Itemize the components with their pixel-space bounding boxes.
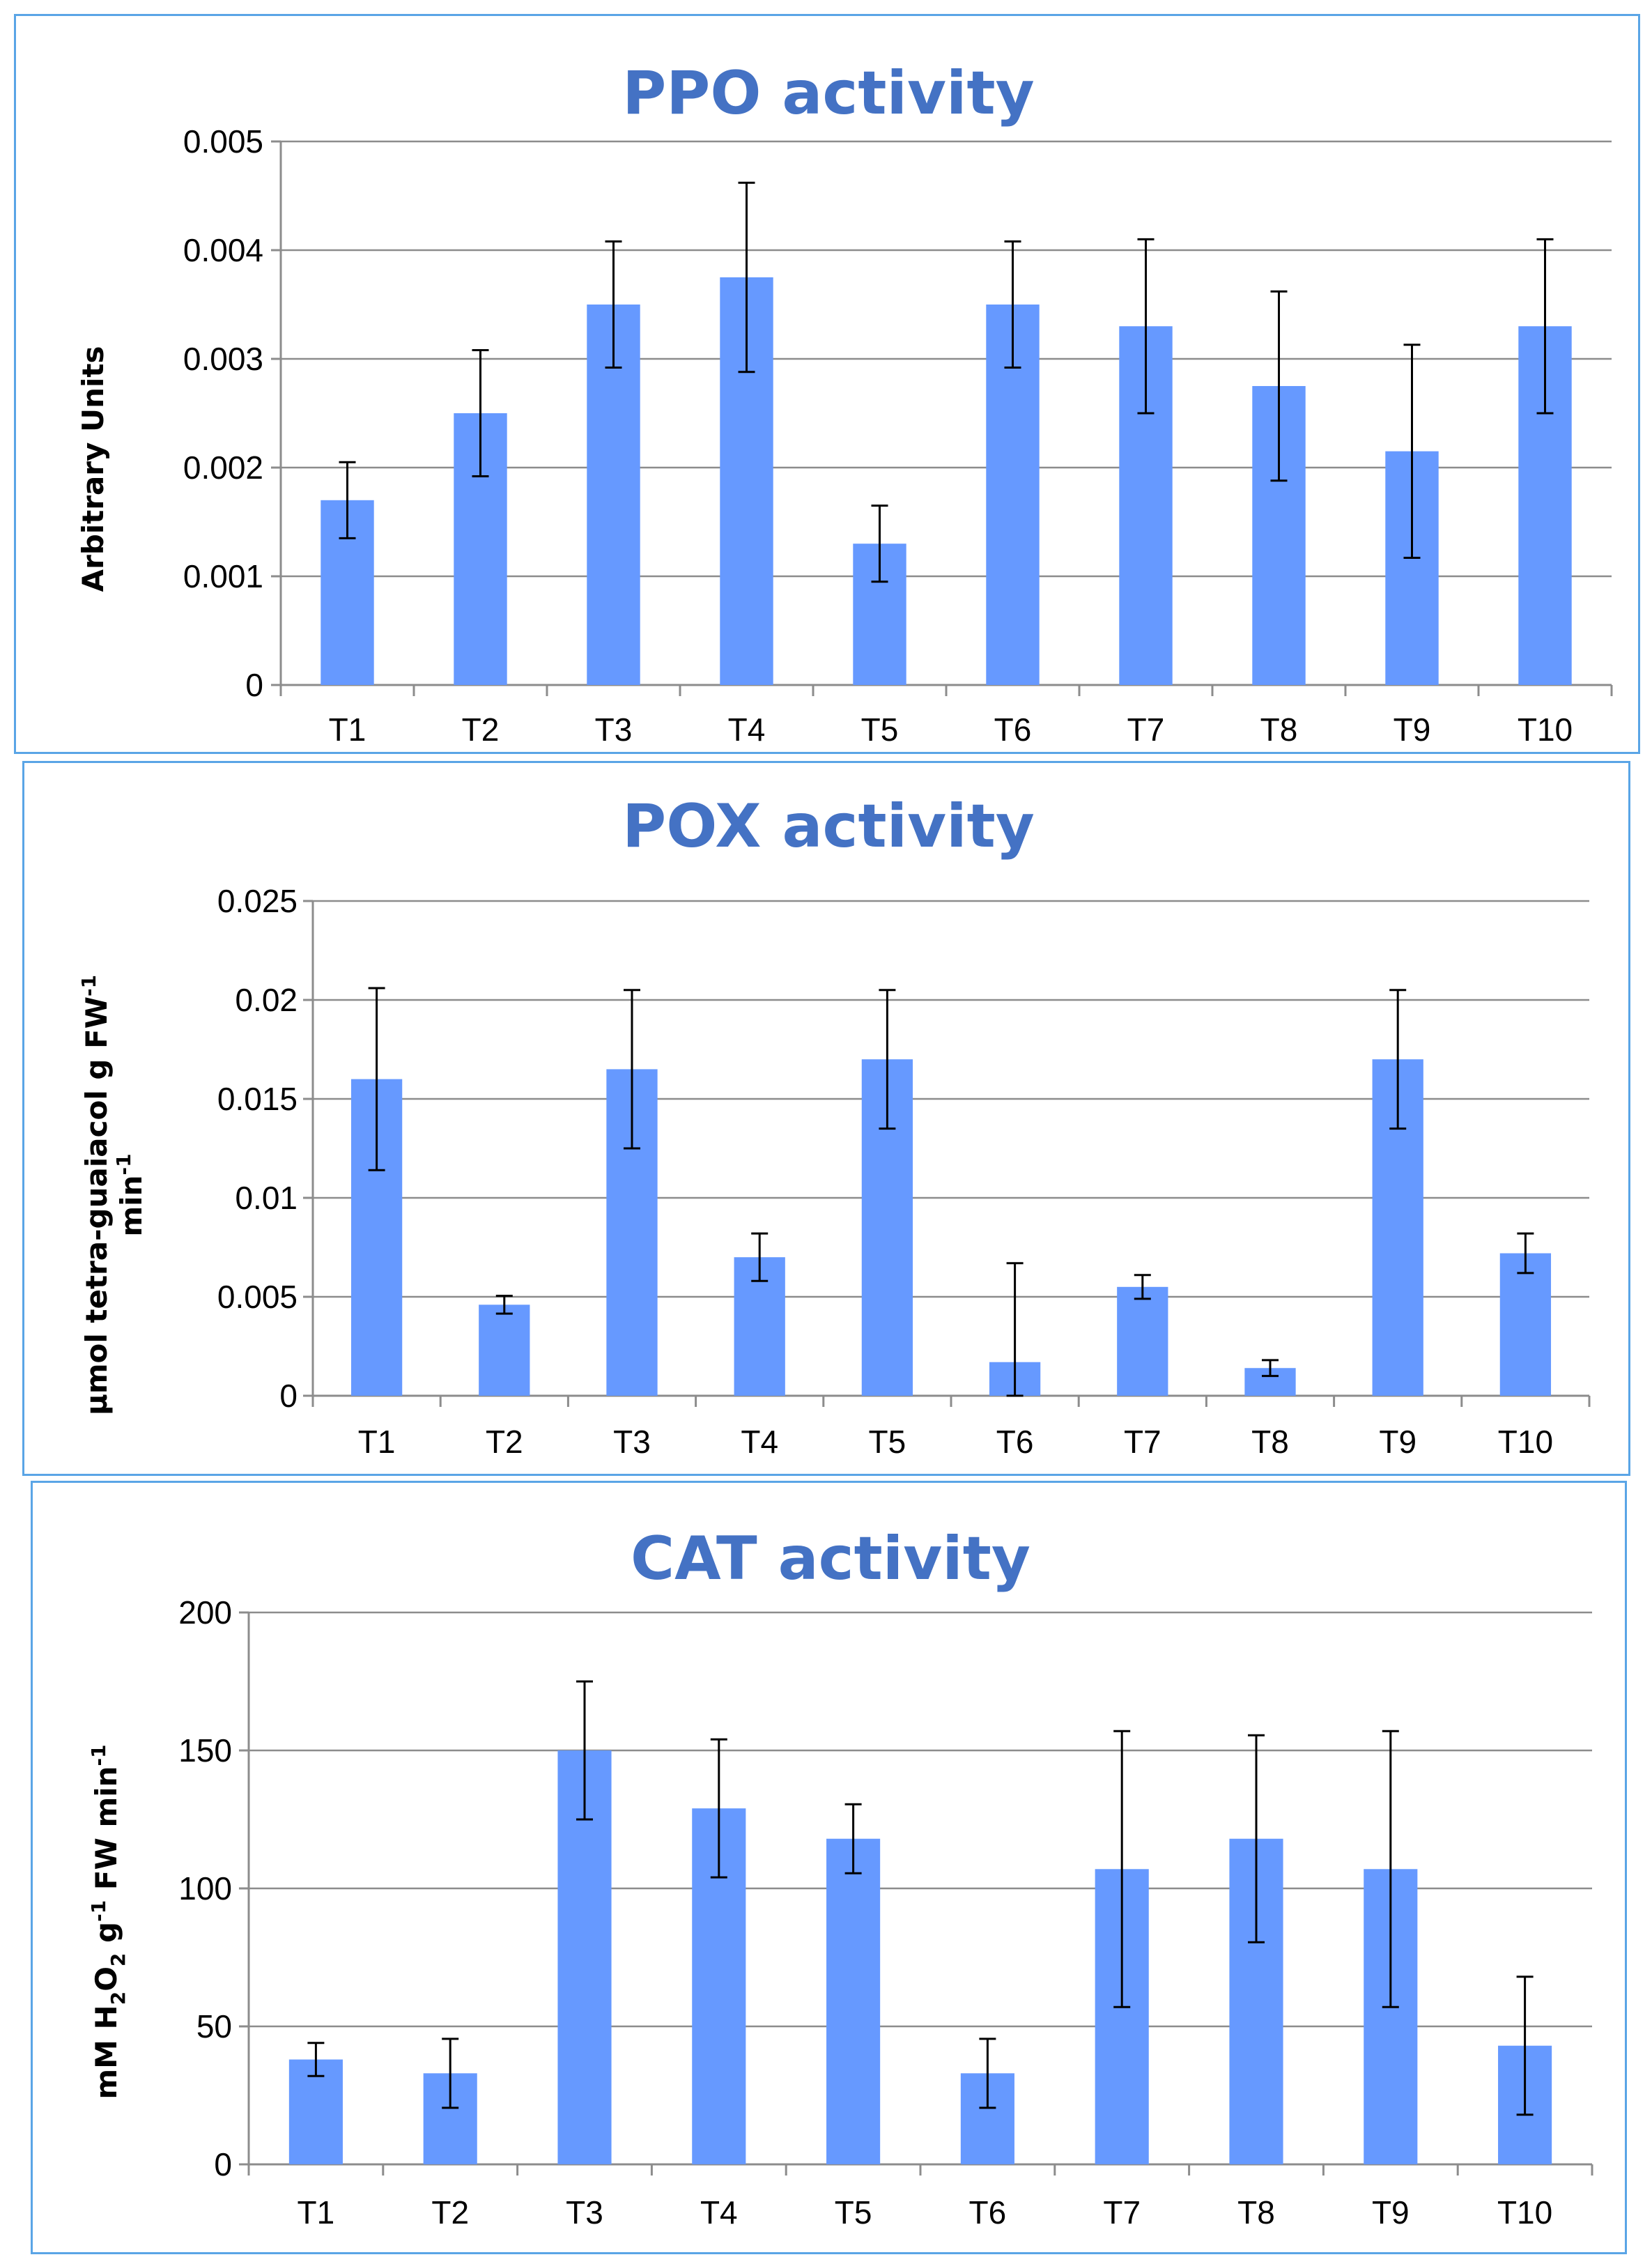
y-tick-label: 0.025 [217, 883, 298, 919]
x-tick-label: T2 [431, 2194, 469, 2231]
bar-t2 [479, 1304, 530, 1396]
chart-title: POX activity [622, 792, 1035, 861]
ylabel-part: g [89, 1922, 123, 1953]
y-axis-label: mM H2O2 g-1 FW min-1 [87, 1744, 130, 2099]
x-tick-label: T1 [298, 2194, 335, 2231]
ppo-plot-area: 0 0.001 0.002 0.003 0.004 0.005 T1 T2 T3 T4 T5 T6 T7… [183, 123, 1613, 748]
y-axis-label-sup: -1 [77, 975, 100, 996]
y-tick-label: 0.003 [183, 341, 263, 377]
y-tick-label: 50 [196, 2008, 232, 2044]
x-tick-label: T7 [1124, 1424, 1161, 1460]
y-axis-label: Arbitrary Units [76, 346, 110, 592]
y-axis-label-line1: µmol tetra-guaiacol g FW-1 [77, 975, 114, 1415]
ylabel-sup: -1 [87, 1744, 110, 1766]
y-tick-label: 0.005 [183, 123, 263, 160]
x-tick-label: T4 [700, 2194, 738, 2231]
y-tick-label: 150 [178, 1732, 232, 1769]
bar-t10 [1499, 1253, 1552, 1396]
x-tick-label: T3 [595, 711, 633, 748]
x-tick-label: T1 [358, 1424, 396, 1460]
x-tick-label: T5 [861, 711, 899, 748]
x-tick-label: T6 [969, 2194, 1007, 2231]
x-tick-label: T9 [1394, 711, 1431, 748]
pox-chart-panel: POX activity 0 0.005 0.01 0.015 0.02 0.025 T1 T… [22, 761, 1630, 1476]
y-axis-label-line2: min-1 [112, 1153, 148, 1236]
y-tick-label: 0.005 [217, 1279, 298, 1315]
x-tick-label: T4 [741, 1424, 778, 1460]
x-tick-label: T9 [1372, 2194, 1410, 2231]
chart-title: PPO activity [622, 59, 1034, 128]
x-tick-label: T6 [996, 1424, 1034, 1460]
x-tick-label: T7 [1127, 711, 1165, 748]
x-tick-label: T5 [835, 2194, 872, 2231]
y-tick-label: 0 [245, 667, 263, 703]
y-axis-label-text: µmol tetra-guaiacol g FW [79, 996, 114, 1415]
y-tick-label: 0 [214, 2146, 232, 2182]
x-tick-label: T7 [1103, 2194, 1141, 2231]
x-tick-label: T2 [486, 1424, 523, 1460]
y-tick-label: 0.02 [235, 982, 298, 1018]
y-tick-label: 0.004 [183, 232, 263, 268]
x-tick-label: T8 [1251, 1424, 1289, 1460]
y-axis-label-text: min [114, 1176, 148, 1237]
bar-t5 [826, 1838, 881, 2164]
x-tick-label: T6 [994, 711, 1032, 748]
cat-chart: CAT activity 0 50 100 150 200 T1 T2 T3 T4 T5 T6 T7 T… [87, 1524, 1593, 2231]
ppo-chart-panel: PPO activity 0 0.001 0.002 0.003 0.004 0.005 T… [14, 14, 1640, 754]
x-tick-label: T10 [1497, 2194, 1552, 2231]
ylabel-sup: -1 [87, 1900, 110, 1922]
cat-chart-panel: CAT activity 0 50 100 150 200 T1 T2 T3 T4 T5 T6 T7 T… [31, 1481, 1627, 2254]
x-tick-label: T8 [1260, 711, 1298, 748]
cat-plot-area: 0 50 100 150 200 T1 T2 T3 T4 T5 T6 T7 T8 T9 T10 [178, 1594, 1593, 2231]
x-tick-label: T10 [1498, 1424, 1553, 1460]
x-tick-label: T1 [329, 711, 366, 748]
ylabel-sub: 2 [107, 1953, 130, 1966]
y-tick-label: 0.001 [183, 558, 263, 594]
ppo-chart: PPO activity 0 0.001 0.002 0.003 0.004 0.005 T… [76, 59, 1613, 748]
x-tick-label: T8 [1237, 2194, 1275, 2231]
ylabel-part: FW min [89, 1766, 123, 1900]
y-tick-label: 0 [279, 1378, 298, 1414]
x-tick-label: T9 [1379, 1424, 1416, 1460]
x-tick-label: T3 [566, 2194, 603, 2231]
x-tick-label: T3 [613, 1424, 651, 1460]
y-tick-label: 0.015 [217, 1081, 298, 1117]
ylabel-sub: 2 [107, 1992, 130, 2005]
x-tick-label: T5 [869, 1424, 906, 1460]
y-tick-label: 0.01 [235, 1180, 298, 1216]
ylabel-part: mM H [89, 2005, 123, 2099]
x-tick-label: T2 [462, 711, 500, 748]
x-tick-label: T4 [728, 711, 766, 748]
bar-t7 [1117, 1286, 1168, 1396]
x-tick-label: T10 [1518, 711, 1573, 748]
y-tick-label: 100 [178, 1870, 232, 1907]
y-tick-label: 200 [178, 1594, 232, 1631]
ylabel-part: O [89, 1966, 123, 1992]
y-axis-label-sup: -1 [112, 1153, 135, 1175]
pox-chart: POX activity 0 0.005 0.01 0.015 0.02 0.025 T1 T… [77, 792, 1591, 1460]
pox-plot-area: 0 0.005 0.01 0.015 0.02 0.025 T1 T2 T3 T4 T5 T6 T7 T8… [217, 883, 1591, 1460]
y-tick-label: 0.002 [183, 449, 263, 486]
chart-title: CAT activity [631, 1524, 1030, 1594]
